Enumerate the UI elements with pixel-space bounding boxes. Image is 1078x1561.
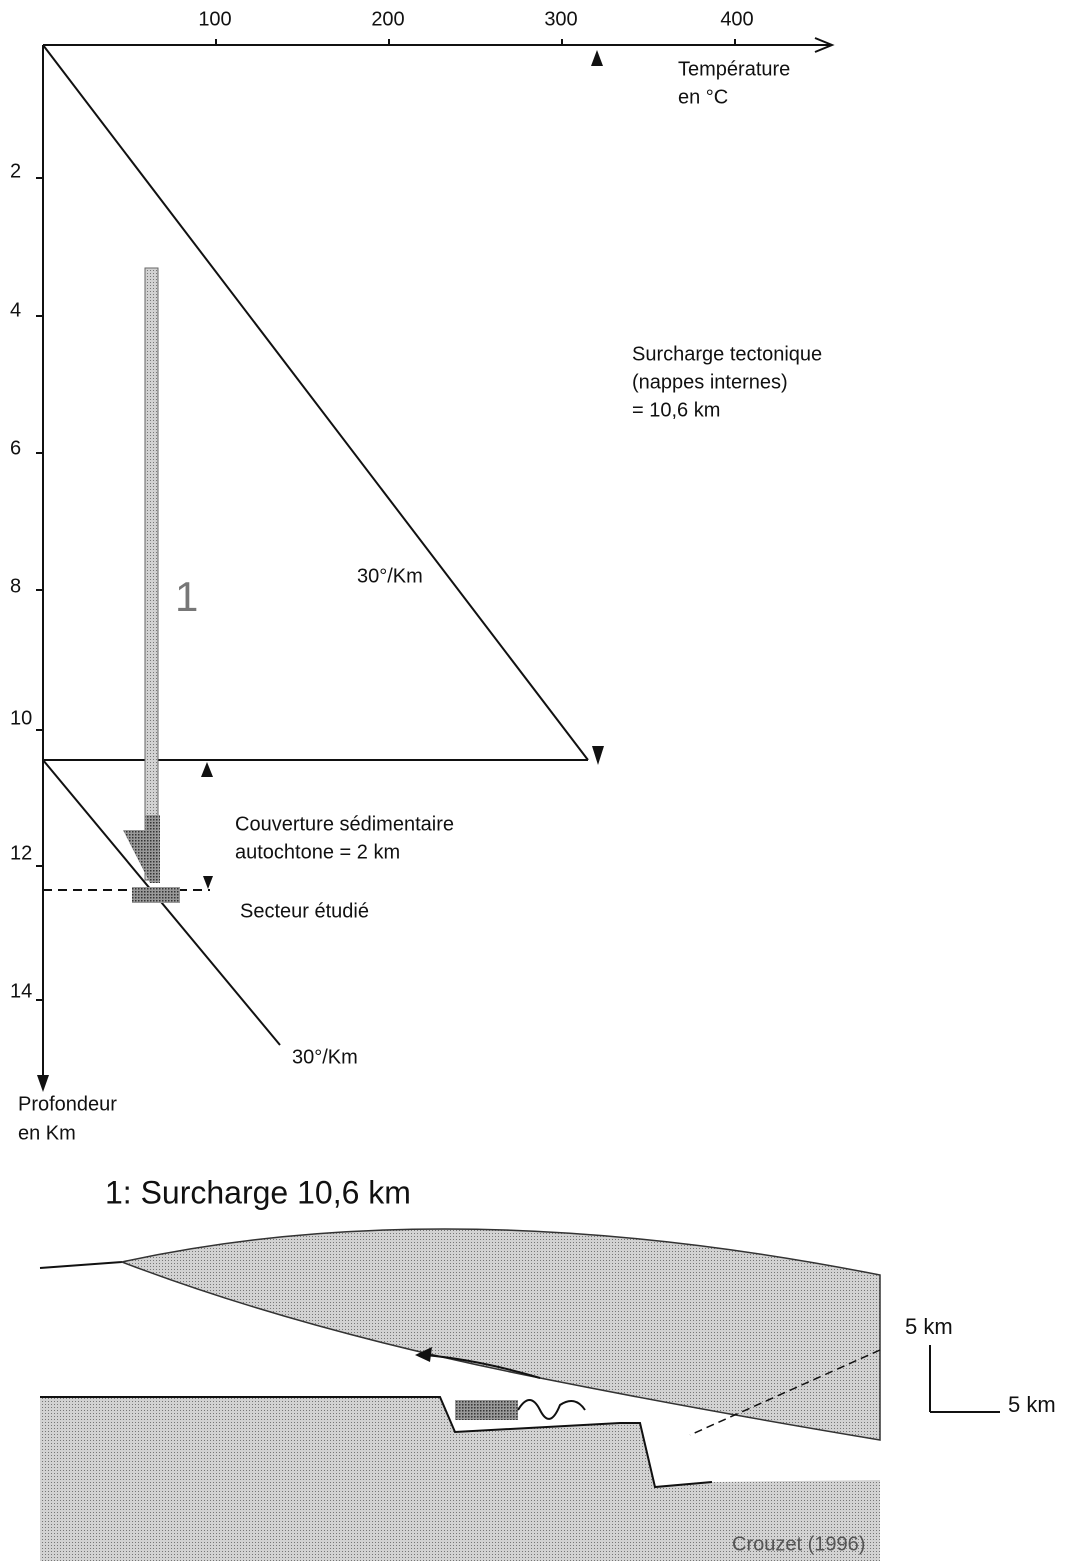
annotation: (nappes internes) (632, 371, 788, 393)
annotation: = 10,6 km (632, 399, 720, 421)
tick-label: 8 (10, 575, 21, 597)
tick-label: 2 (10, 160, 21, 182)
geotherms (42, 44, 604, 1046)
axis-label: en Km (18, 1122, 76, 1144)
section-title: 1: Surcharge 10,6 km (105, 1174, 411, 1210)
tick-label: 6 (10, 437, 21, 459)
burial-path (123, 267, 180, 903)
credit: Crouzet (1996) (732, 1533, 865, 1555)
axes (36, 37, 835, 1092)
tick-label: 12 (10, 842, 32, 864)
gradient-label: 30°/Km (292, 1046, 358, 1068)
tick-label: 400 (720, 8, 753, 30)
cross-section (39, 1228, 1000, 1561)
path-number: 1 (175, 573, 198, 620)
gradient-label: 30°/Km (357, 565, 423, 587)
annotation: autochtone = 2 km (235, 841, 400, 863)
tick-label: 200 (371, 8, 404, 30)
annotation: Secteur étudié (240, 900, 369, 922)
annotation: Couverture sédimentaire (235, 813, 454, 835)
tick-label: 4 (10, 299, 21, 321)
tick-label: 14 (10, 980, 32, 1002)
tick-label: 300 (544, 8, 577, 30)
tick-label: 10 (10, 707, 32, 729)
scale-label: 5 km (1008, 1392, 1056, 1417)
scale-label: 5 km (905, 1314, 953, 1339)
axis-label: Profondeur (18, 1093, 117, 1115)
annotation: Surcharge tectonique (632, 343, 822, 365)
axis-label: Température (678, 58, 790, 80)
axis-label: en °C (678, 86, 728, 108)
tick-label: 100 (198, 8, 231, 30)
